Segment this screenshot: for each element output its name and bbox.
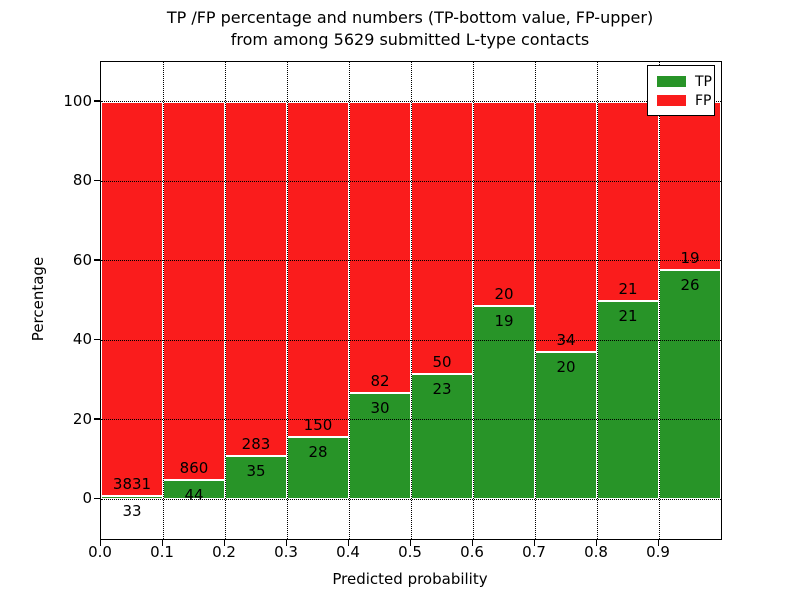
bar-fp-segment-7 — [535, 101, 597, 353]
gridline-horizontal-0 — [101, 498, 721, 500]
x-axis-label: Predicted probability — [332, 570, 488, 588]
x-tick-mark-0.8 — [595, 539, 597, 546]
y-tick-label-0: 0 — [82, 489, 92, 508]
x-tick-mark-0.3 — [285, 539, 287, 546]
bar-fp-count-label-5: 50 — [432, 353, 452, 371]
bar-fp-count-label-9: 19 — [680, 248, 700, 267]
x-tick-label-0.0: 0.0 — [88, 543, 112, 561]
legend-swatch-tp — [657, 76, 686, 87]
bar-tp-count-label-2: 35 — [246, 461, 266, 480]
y-tick-mark-60 — [94, 259, 100, 261]
bar-fp-segment-2 — [225, 101, 287, 456]
x-tick-label-0.5: 0.5 — [398, 543, 422, 561]
bar-fp-segment-5 — [411, 101, 473, 374]
bar-fp-count-label-6: 20 — [494, 284, 514, 303]
x-tick-mark-0.5 — [409, 539, 411, 546]
y-tick-label-40: 40 — [72, 330, 92, 349]
bar-tp-count-label-0: 33 — [122, 501, 142, 520]
gridline-vertical-0.1 — [162, 62, 164, 539]
bar-tp-count-label-8: 21 — [618, 306, 638, 325]
gridline-horizontal-40 — [101, 339, 721, 341]
bar-fp-count-label-7: 34 — [556, 331, 576, 350]
x-tick-label-0.6: 0.6 — [460, 543, 484, 561]
bar-tp-count-label-1: 44 — [184, 485, 204, 504]
bar-tp-segment-7 — [535, 352, 597, 500]
bar-fp-count-label-0: 3831 — [112, 474, 152, 493]
x-tick-mark-0.1 — [161, 539, 163, 546]
y-tick-label-100: 100 — [63, 91, 92, 110]
bar-tp-count-label-3: 28 — [308, 442, 328, 461]
gridline-vertical-0.3 — [286, 62, 288, 539]
legend-label-fp: FP — [695, 92, 712, 109]
gridline-vertical-0.6 — [472, 62, 474, 539]
legend-item-fp: FP — [648, 91, 714, 110]
gridline-vertical-0.2 — [224, 62, 226, 539]
bar-fp-segment-9 — [659, 101, 721, 270]
gridline-vertical-0.9 — [658, 62, 660, 539]
y-tick-mark-80 — [94, 179, 100, 182]
bar-tp-segment-5 — [411, 374, 473, 500]
legend-label-tp: TP — [695, 73, 712, 90]
y-axis-label: Percentage — [29, 256, 47, 342]
legend-item-tp: TP — [648, 72, 714, 91]
bar-fp-segment-8 — [597, 101, 659, 301]
legend: TP FP — [647, 65, 715, 116]
gridline-vertical-0.7 — [534, 62, 536, 539]
y-tick-label-20: 20 — [72, 409, 92, 428]
y-tick-label-80: 80 — [72, 171, 92, 190]
plot-area: TP FP 3831 33 860 44 283 35 150 28 82 30 50 23 20 19 3… — [100, 61, 722, 540]
x-tick-label-0.9: 0.9 — [646, 543, 670, 561]
bar-tp-segment-6 — [473, 305, 535, 500]
x-tick-mark-0.4 — [347, 539, 349, 546]
gridline-horizontal-20 — [101, 419, 721, 421]
bar-tp-count-label-4: 30 — [370, 398, 390, 417]
bar-tp-segment-4 — [349, 392, 411, 500]
gridline-vertical-0.5 — [410, 62, 412, 539]
x-tick-label-0.7: 0.7 — [522, 543, 546, 561]
bar-fp-segment-1 — [163, 101, 225, 480]
y-tick-mark-100 — [94, 100, 100, 102]
x-tick-mark-0.6 — [471, 539, 473, 546]
x-tick-mark-0.2 — [223, 539, 225, 546]
x-tick-label-0.3: 0.3 — [274, 543, 298, 561]
x-tick-label-0.4: 0.4 — [336, 543, 360, 561]
y-tick-label-60: 60 — [72, 250, 92, 269]
chart-title-line2: from among 5629 submitted L-type contact… — [230, 30, 590, 49]
gridline-horizontal-100 — [101, 101, 721, 103]
bar-fp-count-label-4: 82 — [370, 371, 390, 390]
bar-tp-count-label-5: 23 — [432, 380, 452, 398]
gridline-horizontal-80 — [101, 180, 721, 182]
bar-fp-segment-0 — [101, 101, 163, 496]
x-tick-label-0.1: 0.1 — [150, 543, 174, 561]
y-tick-mark-20 — [94, 418, 100, 420]
bar-tp-count-label-7: 20 — [556, 358, 576, 377]
x-tick-mark-0.9 — [657, 539, 659, 546]
y-tick-mark-40 — [94, 338, 100, 341]
bar-fp-segment-3 — [287, 101, 349, 437]
x-tick-label-0.2: 0.2 — [212, 543, 236, 561]
bar-fp-count-label-2: 283 — [241, 434, 271, 453]
bar-tp-segment-9 — [659, 269, 721, 500]
x-tick-mark-0.0 — [99, 539, 101, 546]
bar-fp-count-label-3: 150 — [303, 415, 333, 434]
gridline-vertical-0.8 — [596, 62, 598, 539]
bar-tp-count-label-6: 19 — [494, 311, 514, 330]
bar-fp-segment-4 — [349, 101, 411, 393]
y-tick-mark-0 — [94, 497, 100, 500]
bar-fp-segment-6 — [473, 101, 535, 306]
bar-tp-count-label-9: 26 — [680, 275, 700, 294]
bar-fp-count-label-1: 860 — [179, 458, 209, 477]
bar-fp-count-label-8: 21 — [618, 279, 638, 298]
x-tick-label-0.8: 0.8 — [584, 543, 608, 561]
chart-title-line1: TP /FP percentage and numbers (TP-bottom… — [166, 8, 654, 27]
gridline-vertical-0.4 — [348, 62, 350, 539]
legend-swatch-fp — [657, 95, 686, 106]
bar-tp-segment-8 — [597, 300, 659, 500]
x-tick-mark-0.7 — [533, 539, 535, 546]
gridline-horizontal-60 — [101, 260, 721, 262]
